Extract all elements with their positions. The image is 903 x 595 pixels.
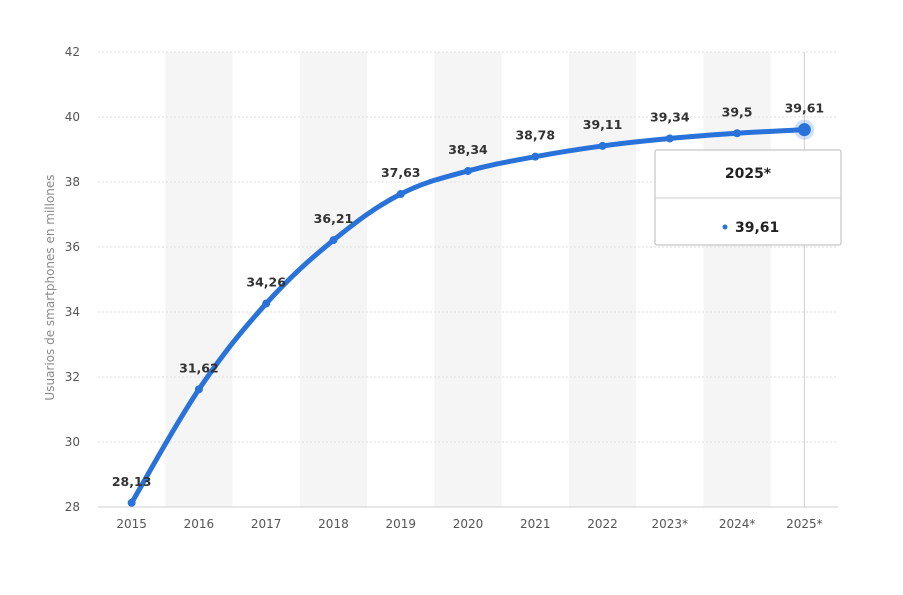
data-label-2025-est: 39,61 — [785, 101, 825, 116]
band-3 — [299, 52, 368, 507]
data-label-2019: 37,63 — [381, 165, 421, 180]
x-axis-ticks: 2015 2016 2017 2018 2019 2020 2021 2022 2023* 202… — [116, 517, 822, 531]
x-tick-2023-est: 2023* — [652, 517, 689, 531]
data-point-2024-est[interactable] — [733, 129, 742, 138]
data-label-2016: 31,62 — [179, 360, 219, 375]
y-tick-30: 30 — [65, 435, 80, 449]
data-point-2023-est[interactable] — [665, 134, 674, 143]
y-tick-36: 36 — [65, 240, 80, 254]
data-label-2021: 38,78 — [515, 128, 555, 143]
band-5 — [434, 52, 502, 507]
series-line — [129, 127, 807, 506]
data-points — [127, 119, 815, 507]
data-point-2015[interactable] — [127, 498, 136, 507]
x-tick-2022: 2022 — [587, 517, 618, 531]
x-tick-2025-est: 2025* — [786, 517, 823, 531]
data-point-2022[interactable] — [598, 141, 607, 150]
data-point-2018[interactable] — [329, 236, 338, 245]
x-tick-2016: 2016 — [184, 517, 215, 531]
data-point-2021[interactable] — [531, 152, 540, 161]
data-label-2020: 38,34 — [448, 142, 488, 157]
x-tick-2024-est: 2024* — [719, 517, 756, 531]
data-label-2017: 34,26 — [246, 275, 286, 290]
band-7 — [568, 52, 637, 507]
y-tick-38: 38 — [65, 175, 80, 189]
y-gridlines — [98, 51, 838, 508]
data-label-2022: 39,11 — [583, 117, 623, 132]
data-point-2020[interactable] — [464, 166, 472, 175]
data-point-2017[interactable] — [262, 299, 271, 308]
data-point-2016[interactable] — [194, 385, 203, 394]
y-axis-label: Usuarios de smartphones en millones — [43, 174, 57, 400]
data-label-2018: 36,21 — [314, 211, 354, 226]
tooltip-value: 39,61 — [735, 220, 779, 236]
data-label-2024-est: 39,5 — [722, 104, 753, 119]
tooltip-series-dot — [722, 224, 728, 230]
y-tick-28: 28 — [65, 500, 80, 514]
y-axis-ticks: 28 30 32 34 36 38 40 42 — [65, 45, 80, 514]
alternating-bands — [165, 52, 771, 507]
y-tick-34: 34 — [65, 305, 80, 319]
band-9 — [703, 52, 771, 507]
y-tick-40: 40 — [65, 110, 80, 124]
band-1 — [165, 52, 233, 507]
data-label-2015: 28,13 — [112, 474, 152, 489]
x-tick-2021: 2021 — [520, 517, 551, 531]
tooltip: 2025* 39,61 — [654, 149, 842, 246]
data-point-2025-est[interactable] — [797, 123, 811, 137]
x-tick-2018: 2018 — [318, 517, 349, 531]
data-labels: 28,13 31,62 34,26 36,21 37,63 38,34 38,78 39,11… — [112, 101, 824, 489]
data-label-2023-est: 39,34 — [650, 109, 690, 124]
y-tick-42: 42 — [65, 45, 80, 59]
tooltip-title: 2025* — [725, 166, 772, 182]
x-tick-2019: 2019 — [385, 517, 416, 531]
x-tick-2017: 2017 — [251, 517, 282, 531]
x-tick-2020: 2020 — [453, 517, 484, 531]
y-tick-32: 32 — [65, 370, 80, 384]
data-point-2019[interactable] — [396, 190, 405, 199]
x-tick-2015: 2015 — [116, 517, 147, 531]
